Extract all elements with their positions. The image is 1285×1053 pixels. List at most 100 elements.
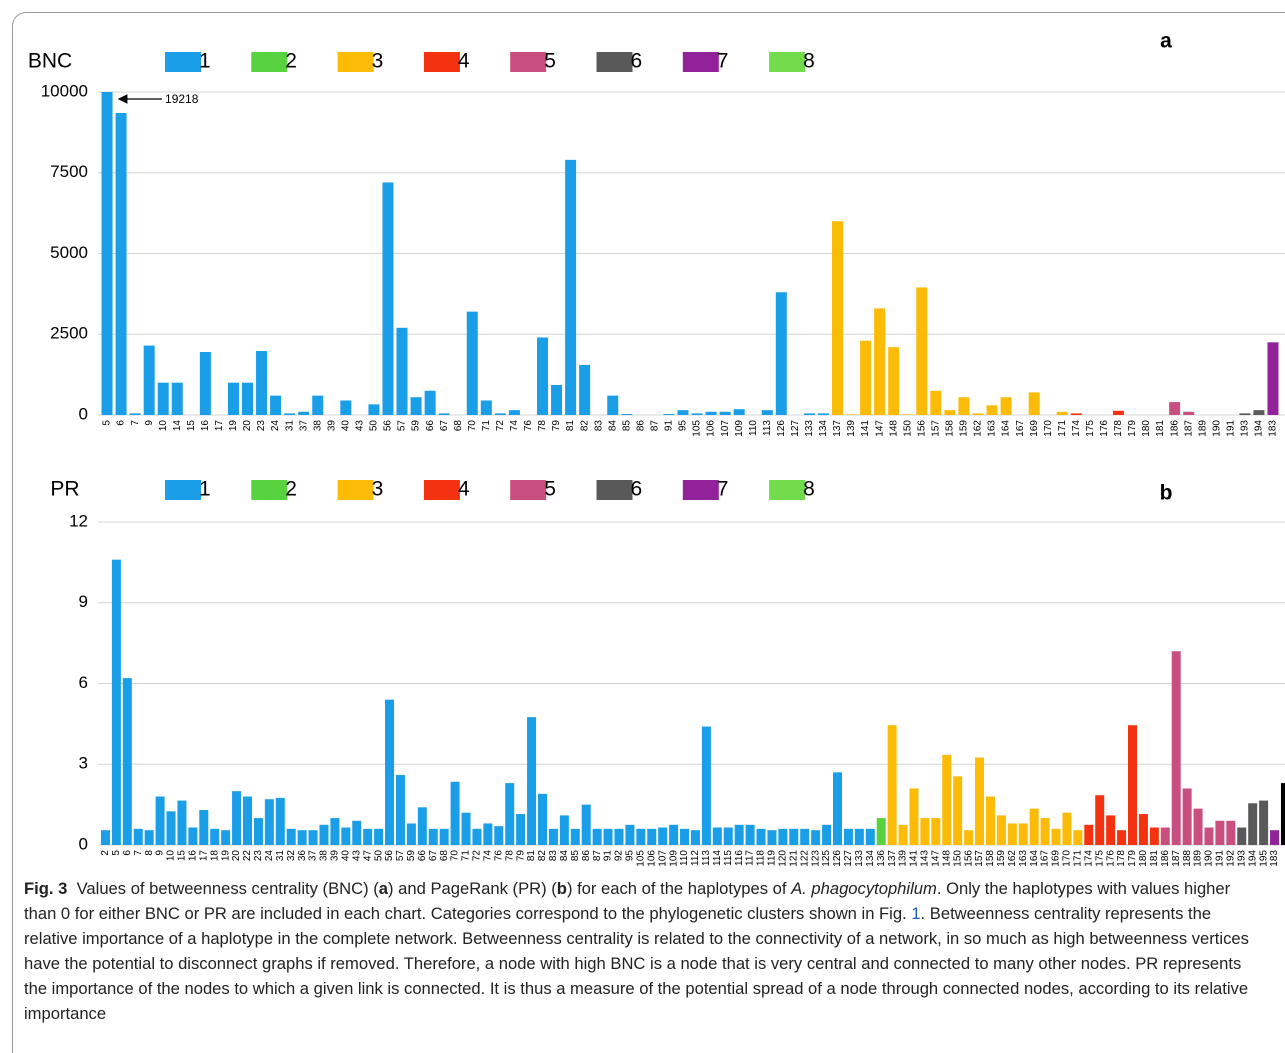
bar xyxy=(466,311,478,415)
x-tick-label: 143 xyxy=(920,850,931,867)
bar xyxy=(1095,795,1105,845)
x-tick-label: 7 xyxy=(133,850,144,856)
bar xyxy=(832,221,843,415)
bar xyxy=(972,413,984,415)
bar xyxy=(508,410,520,415)
bar xyxy=(1253,410,1265,415)
bar xyxy=(308,830,318,845)
y-axis-title: PR xyxy=(50,478,79,501)
x-tick-label: 125 xyxy=(821,850,832,867)
x-tick-label: 39 xyxy=(330,850,341,862)
bar xyxy=(1280,783,1285,845)
x-tick-label: 139 xyxy=(898,850,909,867)
x-tick-label: 82 xyxy=(579,420,590,432)
x-tick-label: 137 xyxy=(887,850,898,867)
x-tick-label: 123 xyxy=(810,850,821,867)
x-tick-label: 10 xyxy=(166,850,177,862)
x-tick-label: 141 xyxy=(860,420,871,437)
bar xyxy=(669,824,679,845)
bar xyxy=(395,775,405,845)
bar xyxy=(579,364,591,415)
bar xyxy=(964,830,974,845)
figure-link[interactable]: 1 xyxy=(911,904,921,923)
x-tick-label: 156 xyxy=(963,850,974,867)
x-tick-label: 7 xyxy=(130,420,141,426)
legend-swatch xyxy=(423,480,460,500)
y-tick-label: 9 xyxy=(79,592,88,611)
bar xyxy=(1193,808,1203,845)
bar xyxy=(920,818,930,845)
x-tick-label: 76 xyxy=(493,850,504,862)
bar xyxy=(1239,413,1251,415)
bar xyxy=(603,828,613,845)
x-tick-label: 50 xyxy=(373,850,384,862)
x-tick-label: 192 xyxy=(1225,850,1236,867)
x-tick-label: 70 xyxy=(450,850,461,862)
x-tick-label: 180 xyxy=(1138,850,1149,867)
x-tick-label: 14 xyxy=(172,420,183,432)
bar xyxy=(538,793,547,845)
x-tick-label: 183 xyxy=(1268,420,1279,437)
bar xyxy=(480,400,492,415)
x-tick-label: 158 xyxy=(945,420,956,437)
bar xyxy=(916,287,928,415)
annotation: 19218 xyxy=(165,92,199,106)
x-tick-label: 67 xyxy=(428,850,439,862)
legend-label: 1 xyxy=(199,50,211,73)
x-tick-label: 117 xyxy=(745,850,756,866)
x-tick-label: 19 xyxy=(220,850,231,862)
bar xyxy=(647,828,657,845)
bar xyxy=(1084,824,1094,845)
bar xyxy=(811,830,821,845)
bar xyxy=(483,823,493,845)
x-tick-label: 23 xyxy=(256,420,267,432)
x-tick-label: 83 xyxy=(593,420,604,432)
bar xyxy=(860,340,872,415)
bar xyxy=(930,390,942,415)
x-tick-label: 157 xyxy=(974,850,985,867)
bar xyxy=(232,791,242,845)
caption-text: . Betweenness centrality represents the … xyxy=(24,904,1249,1023)
x-tick-label: 107 xyxy=(720,420,731,437)
x-tick-label: 16 xyxy=(200,420,211,432)
bar xyxy=(439,828,449,845)
bar xyxy=(155,796,165,845)
bar xyxy=(953,776,963,845)
bar xyxy=(352,820,362,845)
x-tick-label: 20 xyxy=(242,420,253,432)
x-tick-label: 109 xyxy=(734,420,745,437)
x-tick-label: 9 xyxy=(155,850,166,856)
x-tick-label: 59 xyxy=(411,420,422,432)
x-tick-label: 86 xyxy=(635,420,646,432)
x-tick-label: 134 xyxy=(818,420,829,437)
bar xyxy=(761,410,773,415)
bar xyxy=(874,308,886,415)
y-tick-label: 0 xyxy=(79,834,88,853)
x-tick-label: 110 xyxy=(748,420,759,436)
bar xyxy=(548,828,558,845)
bar xyxy=(166,811,176,845)
bar xyxy=(1128,725,1137,845)
x-tick-label: 147 xyxy=(874,420,885,437)
legend-label: 6 xyxy=(631,50,643,73)
x-tick-label: 66 xyxy=(425,420,436,432)
bar xyxy=(636,828,646,845)
x-tick-label: 76 xyxy=(523,420,534,432)
bar xyxy=(1073,830,1083,845)
legend-swatch xyxy=(165,52,201,72)
x-tick-label: 187 xyxy=(1183,420,1194,437)
bar xyxy=(424,390,436,415)
legend-swatch xyxy=(596,52,633,72)
bar xyxy=(1070,413,1082,415)
caption-text: ) and PageRank (PR) ( xyxy=(388,879,557,898)
bar xyxy=(298,411,310,415)
bar xyxy=(396,327,408,415)
bar xyxy=(494,413,506,415)
x-tick-label: 167 xyxy=(1015,420,1026,437)
bar xyxy=(1226,820,1236,845)
bar xyxy=(944,410,956,415)
bar xyxy=(570,828,580,845)
x-tick-label: 176 xyxy=(1099,420,1110,437)
x-tick-label: 110 xyxy=(679,850,690,866)
x-tick-label: 141 xyxy=(909,850,920,867)
